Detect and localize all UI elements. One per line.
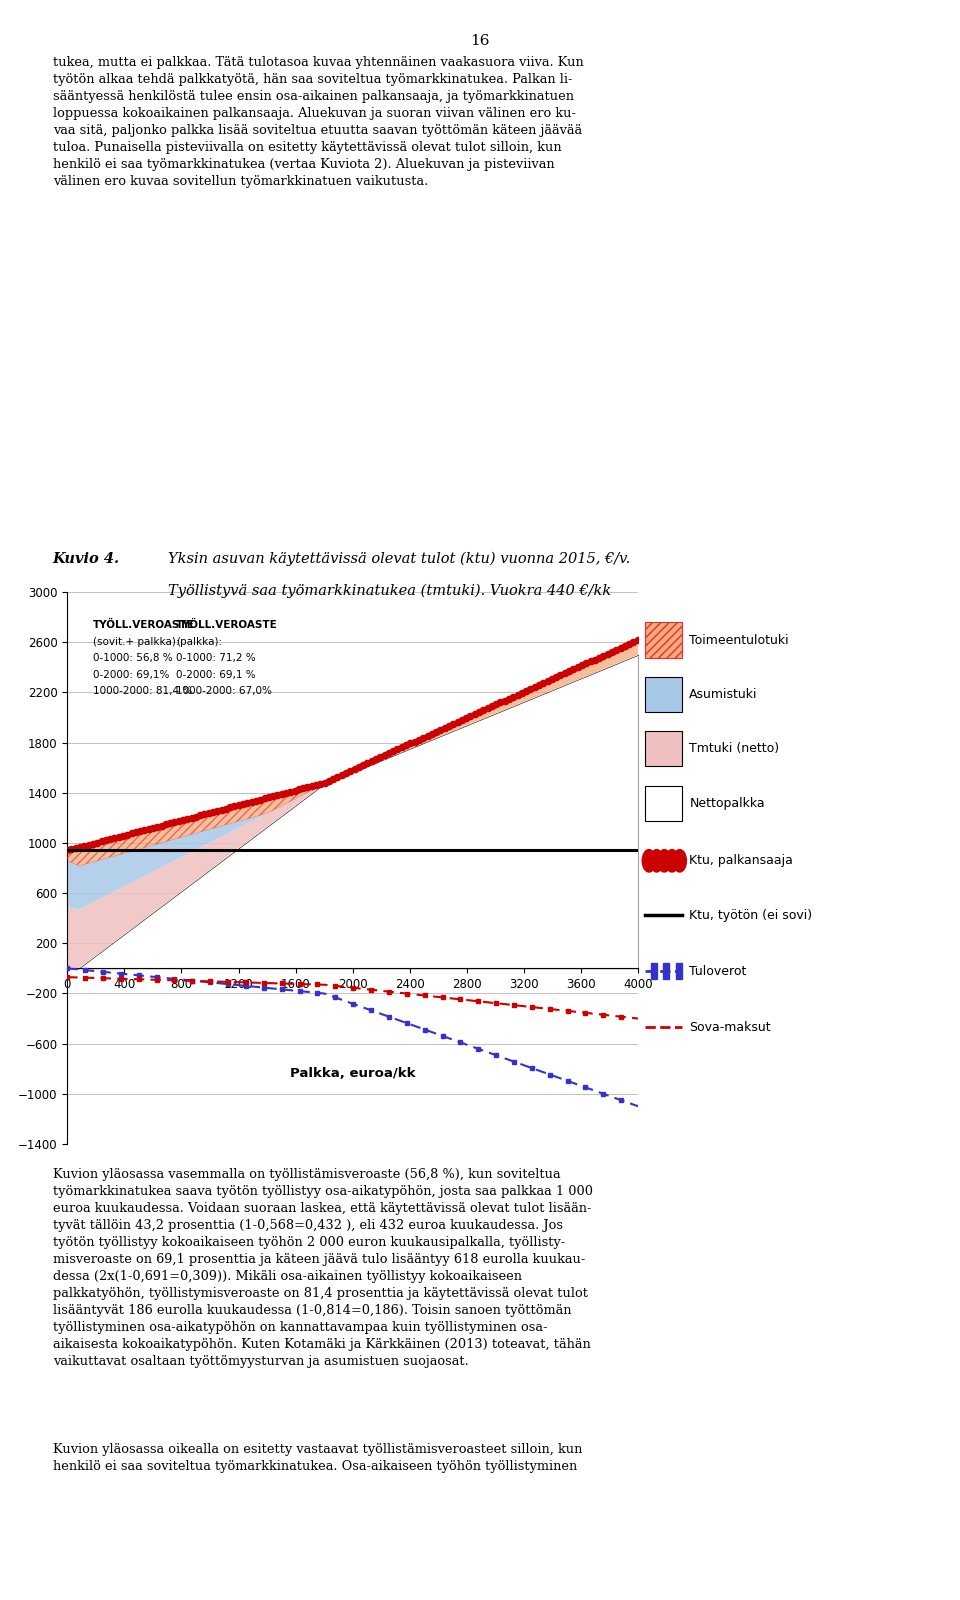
- Text: 0-2000: 69,1%: 0-2000: 69,1%: [93, 670, 169, 680]
- Text: Nettopalkka: Nettopalkka: [689, 797, 765, 810]
- Text: TYÖLL.VEROASTE: TYÖLL.VEROASTE: [93, 619, 195, 630]
- Text: Kuvion yläosassa vasemmalla on työllistämisveroaste (56,8 %), kun soviteltua
työ: Kuvion yläosassa vasemmalla on työllistä…: [53, 1168, 592, 1368]
- Text: 16: 16: [470, 34, 490, 48]
- Text: 0-1000: 71,2 %: 0-1000: 71,2 %: [176, 653, 255, 664]
- Text: TYÖLL.VEROASTE: TYÖLL.VEROASTE: [176, 619, 277, 630]
- Text: Kuvio 4.: Kuvio 4.: [53, 552, 120, 566]
- Text: (palkka):: (palkka):: [176, 637, 222, 646]
- Text: Tuloverot: Tuloverot: [689, 965, 747, 978]
- Text: Yksin asuvan käytettävissä olevat tulot (ktu) vuonna 2015, €/v.: Yksin asuvan käytettävissä olevat tulot …: [168, 552, 631, 566]
- Text: tukea, mutta ei palkkaa. Tätä tulotasoa kuvaa yhtennäinen vaakasuora viiva. Kun
: tukea, mutta ei palkkaa. Tätä tulotasoa …: [53, 56, 584, 187]
- Text: Asumistuki: Asumistuki: [689, 688, 757, 701]
- Text: Ktu, palkansaaja: Ktu, palkansaaja: [689, 854, 793, 867]
- Text: Työllistyvä saa työmarkkinatukea (tmtuki). Vuokra 440 €/kk: Työllistyvä saa työmarkkinatukea (tmtuki…: [168, 584, 612, 598]
- Text: Tmtuki (netto): Tmtuki (netto): [689, 742, 780, 755]
- Text: (sovit.+ palkka):: (sovit.+ palkka):: [93, 637, 180, 646]
- Text: 0-1000: 56,8 %: 0-1000: 56,8 %: [93, 653, 173, 664]
- X-axis label: Palkka, euroa/kk: Palkka, euroa/kk: [290, 1067, 416, 1080]
- Text: 1000-2000: 81,4 %: 1000-2000: 81,4 %: [93, 686, 192, 696]
- Text: Kuvion yläosassa oikealla on esitetty vastaavat työllistämisveroasteet silloin, : Kuvion yläosassa oikealla on esitetty va…: [53, 1443, 582, 1474]
- Text: Ktu, työtön (ei sovi): Ktu, työtön (ei sovi): [689, 909, 812, 922]
- Text: 0-2000: 69,1 %: 0-2000: 69,1 %: [176, 670, 255, 680]
- Text: Sova-maksut: Sova-maksut: [689, 1021, 771, 1034]
- Text: 1000-2000: 67,0%: 1000-2000: 67,0%: [176, 686, 272, 696]
- Text: Toimeentulotuki: Toimeentulotuki: [689, 634, 789, 646]
